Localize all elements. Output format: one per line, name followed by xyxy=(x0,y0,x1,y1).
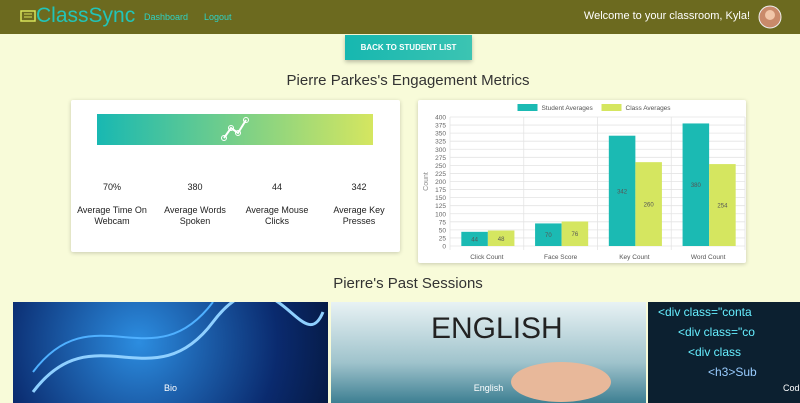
bar xyxy=(461,231,488,246)
metric-label: Average Key Presses xyxy=(333,205,385,226)
bar xyxy=(709,164,736,246)
session-image: <div class="conta <div class="co <div clas… xyxy=(658,305,757,379)
metrics-banner xyxy=(97,114,373,145)
nav-link[interactable]: Logout xyxy=(204,12,232,22)
y-tick-label: 25 xyxy=(439,235,447,242)
y-tick-label: 175 xyxy=(435,187,446,194)
y-tick-label: 325 xyxy=(435,139,446,146)
data-label: 70 xyxy=(545,233,552,239)
metrics-title: Pierre Parkes's Engagement Metrics xyxy=(286,72,530,89)
x-tick-label: Key Count xyxy=(619,254,650,261)
y-tick-label: 200 xyxy=(435,179,446,186)
y-tick-label: 125 xyxy=(435,203,446,210)
y-tick-label: 150 xyxy=(435,195,446,202)
legend-label: Class Averages xyxy=(626,105,672,112)
svg-text:<div class="conta: <div class="conta xyxy=(658,305,752,319)
y-tick-label: 275 xyxy=(435,155,446,162)
svg-text:<div class: <div class xyxy=(688,345,741,359)
sessions-title: Pierre's Past Sessions xyxy=(333,275,483,292)
session-card[interactable]: Bio xyxy=(13,302,328,403)
data-label: 76 xyxy=(572,232,579,238)
nav-link[interactable]: Dashboard xyxy=(144,12,189,22)
metrics-card: 70% 380 44 342 Average Time On Webcam Av… xyxy=(71,100,400,252)
metric-label: Average Mouse Clicks xyxy=(245,205,309,226)
session-label: Bio xyxy=(163,383,177,393)
x-tick-label: Click Count xyxy=(470,254,503,261)
y-axis-label: Count xyxy=(423,172,430,191)
session-label: Coding xyxy=(783,383,800,393)
session-card[interactable]: <div class="conta <div class="co <div clas… xyxy=(648,302,800,403)
bar xyxy=(487,230,515,246)
metric-label: Average Time On Webcam xyxy=(77,205,147,226)
svg-text:ENGLISH: ENGLISH xyxy=(431,312,563,345)
y-tick-label: 250 xyxy=(435,163,446,170)
chart: 0 255075100125150175200225250275300325350… xyxy=(423,104,746,261)
data-label: 44 xyxy=(471,237,478,243)
y-tick-label: 400 xyxy=(435,115,446,122)
session-image: ENGLISH xyxy=(431,312,611,402)
y-tick-label: 50 xyxy=(439,227,447,234)
y-tick-label: 0 xyxy=(442,244,446,251)
legend-swatch xyxy=(601,104,622,111)
metric-value: 380 xyxy=(187,182,203,192)
y-tick-label: 225 xyxy=(435,171,446,178)
brand-icon xyxy=(20,10,36,22)
session-card[interactable]: ENGLISH English xyxy=(331,302,646,403)
y-tick-label: 300 xyxy=(435,147,446,154)
legend-swatch xyxy=(517,104,538,111)
svg-text:<h3>Sub: <h3>Sub xyxy=(708,365,757,379)
y-tick-label: 350 xyxy=(435,131,446,138)
metric-value: 70% xyxy=(102,182,121,192)
data-label: 260 xyxy=(644,203,655,209)
metric-value: 342 xyxy=(351,182,367,192)
metric-label: Average Words Spoken xyxy=(164,205,226,226)
data-label: 380 xyxy=(691,183,702,189)
data-label: 48 xyxy=(498,237,505,243)
y-tick-label: 75 xyxy=(439,219,447,226)
bar xyxy=(561,221,589,246)
bar xyxy=(535,223,562,246)
back-button[interactable]: BACK TO STUDENT LIST xyxy=(345,35,472,60)
bar xyxy=(635,162,662,246)
data-label: 254 xyxy=(717,204,728,210)
bar xyxy=(608,135,636,246)
data-label: 342 xyxy=(617,189,628,195)
brand[interactable]: ClassSync xyxy=(36,4,136,27)
navbar: ClassSync Dashboard Logout Welcome to yo… xyxy=(0,0,800,34)
bar xyxy=(682,123,710,246)
y-tick-label: 100 xyxy=(435,211,446,218)
avatar[interactable] xyxy=(758,5,782,29)
x-tick-label: Face Score xyxy=(544,254,578,261)
session-label: English xyxy=(473,383,504,393)
svg-text:<div class="co: <div class="co xyxy=(678,325,755,339)
legend-label: Student Averages xyxy=(542,105,594,112)
y-tick-label: 375 xyxy=(435,123,446,130)
chart-card: 0 25 50 75 100 125 150 175 200 225 250 275 300 325 350… xyxy=(418,100,746,263)
session-image xyxy=(31,302,325,393)
welcome-text: Welcome to your classroom, Kyla! xyxy=(583,10,750,22)
metric-value: 44 xyxy=(271,182,282,192)
x-tick-label: Word Count xyxy=(691,254,726,261)
